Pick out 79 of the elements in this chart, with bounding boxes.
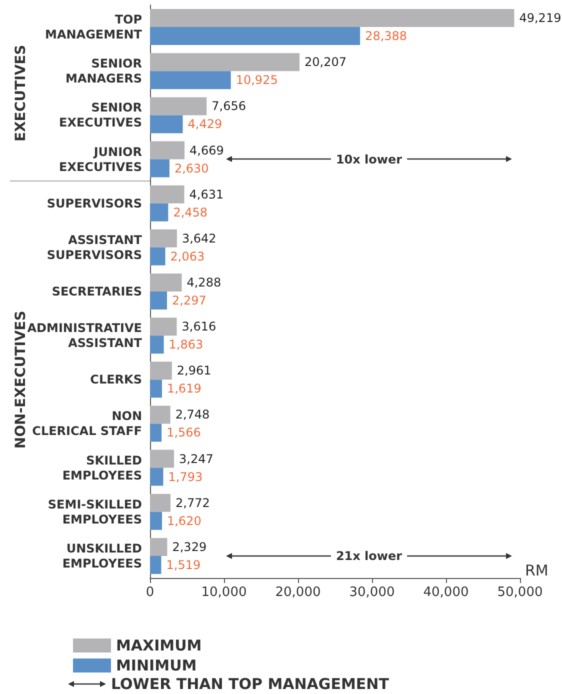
data-label: 2,297 (172, 294, 206, 308)
x-tick-label: 0 (146, 585, 154, 600)
data-label: 1,620 (166, 514, 202, 528)
text: LOWER THAN TOP MANAGEMENT (111, 675, 390, 693)
legend-label: MAXIMUM (116, 636, 202, 654)
data-label: 2,630 (174, 161, 209, 176)
x-tick-label: 50,000 (497, 585, 543, 600)
bar (150, 274, 182, 292)
data-label: 7,656 (212, 99, 246, 114)
x-axis-title: RM (525, 562, 548, 580)
text: EXECUTIVES (13, 44, 29, 142)
bar (150, 336, 164, 354)
data-label: 2,063 (170, 249, 205, 264)
data-label: 2,458 (173, 205, 208, 220)
bar (150, 494, 171, 512)
data-label: 1,793 (168, 470, 203, 484)
y-tick-label: SECRETARIES (52, 284, 142, 298)
bar (150, 203, 168, 222)
bar (150, 53, 300, 72)
y-tick-label: ASSISTANT SUPERVISORS (46, 232, 143, 262)
data-label: 2,748 (175, 408, 210, 422)
bar (150, 468, 164, 486)
data-label: 10,925 (236, 73, 278, 88)
bar (150, 450, 174, 468)
data-label: 4,631 (189, 187, 224, 202)
data-label: 1,519 (166, 558, 201, 572)
data-label: 2,772 (176, 496, 210, 510)
y-tick-label: SENIOR MANAGERS (66, 56, 142, 86)
annotation: 10x lower (336, 152, 402, 166)
x-tick-label: 30,000 (349, 585, 395, 600)
data-label: 4,429 (188, 117, 222, 132)
bar (150, 115, 183, 134)
bar (150, 229, 177, 248)
x-tick-label: 10,000 (201, 585, 247, 600)
bar (150, 538, 168, 556)
data-label: 2,329 (172, 540, 207, 554)
bar (150, 380, 162, 398)
annotation: 21x lower (336, 548, 402, 563)
data-label: 49,219 (519, 11, 562, 26)
y-tick-label: SUPERVISORS (46, 196, 142, 210)
y-tick-label: TOP MANAGEMENT (45, 12, 143, 42)
bar (150, 406, 170, 424)
bar (150, 97, 207, 116)
bar (150, 71, 231, 90)
bar (150, 362, 172, 380)
legend-label: MINIMUM (116, 656, 197, 674)
bar (150, 247, 166, 266)
y-tick-label: NON CLERICAL STAFF (32, 409, 142, 438)
bar (150, 292, 167, 310)
data-label: 3,247 (179, 452, 214, 466)
bar (150, 9, 514, 28)
data-label: 28,388 (365, 29, 408, 44)
data-label: 1,863 (168, 338, 204, 352)
data-label: 1,566 (166, 426, 201, 440)
y-tick-label: CLERKS (90, 372, 142, 387)
x-tick-label: 40,000 (423, 585, 469, 600)
data-label: 3,642 (182, 231, 216, 246)
data-label: 4,288 (186, 276, 222, 290)
bar (150, 185, 184, 204)
bar (150, 27, 360, 46)
y-tick-label: SENIOR EXECUTIVES (59, 100, 142, 130)
data-label: 3,616 (182, 320, 216, 334)
bar (150, 424, 162, 442)
y-tick-label: SKILLED EMPLOYEES (62, 453, 142, 482)
data-label: 1,619 (166, 382, 202, 396)
bar (150, 141, 185, 160)
bar (150, 556, 162, 574)
bar (150, 512, 162, 530)
bar (150, 318, 177, 336)
text: NON-EXECUTIVES (13, 310, 29, 449)
y-tick-label: JUNIOR EXECUTIVES (59, 144, 142, 174)
x-tick-label: 20,000 (275, 585, 321, 600)
bar (150, 159, 170, 178)
data-label: 20,207 (304, 55, 347, 70)
data-label: 4,669 (190, 143, 224, 158)
y-tick-label: ADMINISTRATIVE ASSISTANT (27, 321, 143, 350)
data-label: 2,961 (176, 364, 212, 378)
y-tick-label: SEMI-SKILLED EMPLOYEES (48, 497, 142, 526)
y-tick-label: UNSKILLED EMPLOYEES (62, 541, 142, 570)
